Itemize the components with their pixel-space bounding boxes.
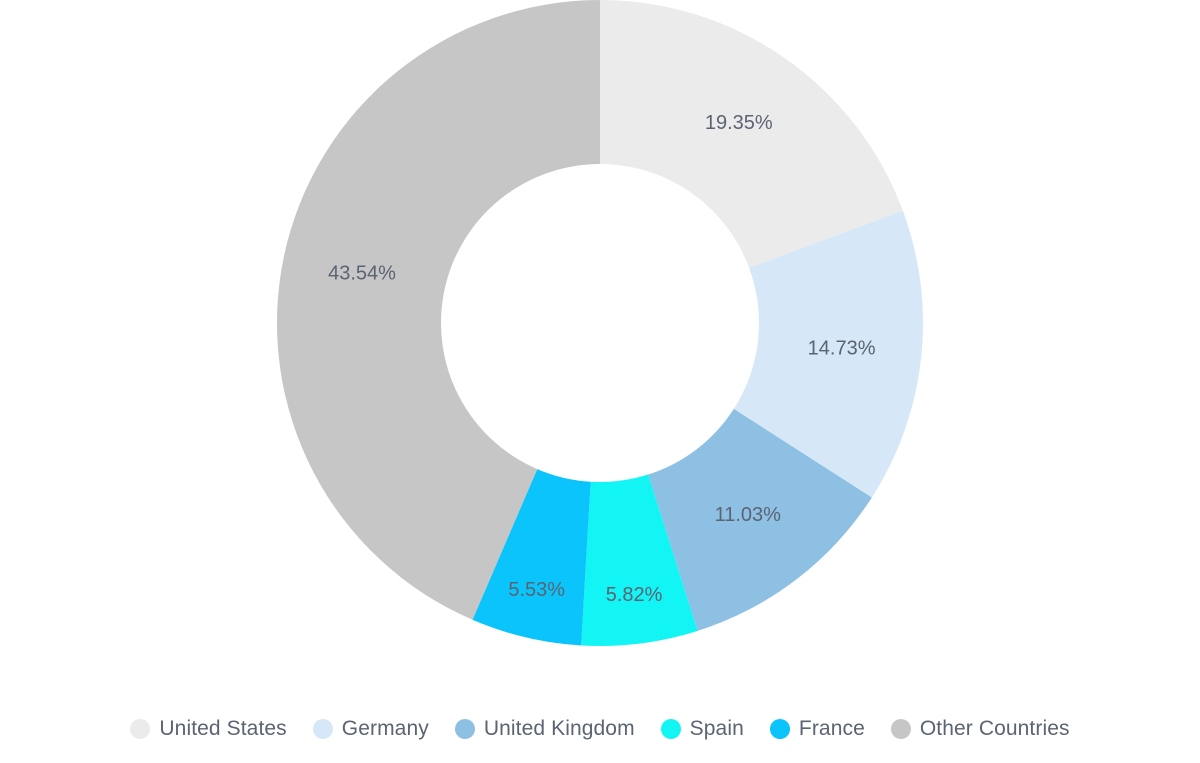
legend-item[interactable]: Other Countries [890,717,1070,741]
donut-slice[interactable] [276,0,600,620]
chart-legend: United States Germany United Kingdom Spain F… [0,717,1200,741]
donut-slice[interactable] [733,210,923,498]
legend-color-swatch-icon [312,719,333,739]
donut-slice[interactable] [648,408,872,631]
legend-item[interactable]: France [769,717,865,741]
legend-label: Germany [341,717,429,740]
slice-value-label: 5.82% [606,584,663,606]
legend-color-swatch-icon [454,719,475,739]
slice-value-label: 14.73% [808,337,876,359]
slice-value-label: 19.35% [705,112,773,134]
donut-slice[interactable] [472,469,591,646]
slice-value-label: 11.03% [715,504,782,526]
donut-slice[interactable] [581,474,698,647]
legend-color-swatch-icon [769,719,790,739]
slice-value-label: 5.53% [508,579,565,601]
legend-label: France [798,717,865,740]
legend-item[interactable]: Spain [660,717,744,741]
slice-value-label: 43.54% [328,262,396,284]
donut-slice-labels: 19.35% 14.73% 11.03% 5.82% 5.53% 43.54% [328,112,876,606]
legend-label: United States [159,717,287,740]
legend-item[interactable]: Germany [312,717,429,741]
legend-item[interactable]: United Kingdom [454,717,635,741]
legend-item[interactable]: United States [130,717,287,741]
donut-slice[interactable] [600,0,903,268]
legend-color-swatch-icon [660,719,681,739]
legend-label: Other Countries [919,717,1070,740]
legend-label: United Kingdom [483,717,635,740]
donut-slices [276,0,923,647]
legend-label: Spain [689,717,744,740]
legend-color-swatch-icon [890,719,911,739]
legend-color-swatch-icon [130,719,151,739]
